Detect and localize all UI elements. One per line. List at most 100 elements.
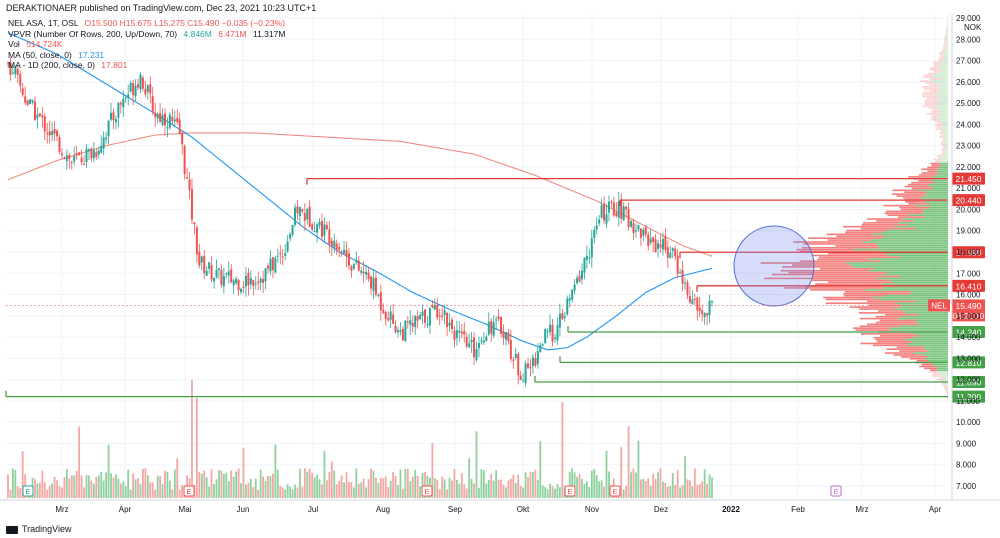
candle — [436, 297, 439, 321]
candle-body — [176, 117, 179, 123]
profile-bar-down — [873, 336, 913, 339]
candle-body — [58, 137, 61, 153]
profile-bar-up — [940, 373, 948, 375]
profile-bar-up — [941, 375, 948, 377]
profile-bar-down — [884, 212, 923, 215]
volume-bar — [43, 482, 46, 498]
profile-bar-down — [862, 222, 899, 224]
profile-bar-up — [914, 333, 948, 335]
legend-row-vpvr[interactable]: VPVR (Number Of Rows, 200, Up/Down, 70) … — [8, 29, 285, 40]
price-tick-label: 9.000 — [956, 439, 977, 448]
volume-bar — [168, 480, 171, 498]
profile-bar-down — [932, 116, 939, 119]
volume-bar — [220, 470, 223, 498]
profile-bar-down — [922, 76, 932, 79]
level-tag — [952, 172, 985, 185]
candle-body — [588, 257, 591, 259]
candle — [107, 119, 110, 145]
candle — [203, 250, 206, 279]
profile-bar-down — [835, 245, 879, 247]
volume-bar — [294, 484, 296, 498]
candle-body — [598, 219, 601, 224]
candle — [279, 245, 282, 265]
legend-row-ma50[interactable]: MA (50, close, 0) 17.231 — [8, 50, 285, 61]
candle — [492, 315, 495, 339]
candle — [254, 276, 257, 290]
profile-bar-down — [815, 283, 883, 285]
candle-body — [230, 269, 233, 283]
volume-bar — [365, 487, 368, 498]
profile-bar-up — [940, 379, 948, 381]
candle-body — [198, 251, 201, 266]
legend-row-symbol[interactable]: NEL ASA, 1T, OSL O15.500 H15.675 L15.275… — [8, 18, 285, 29]
volume-bar — [316, 474, 318, 498]
candle-body — [431, 305, 434, 308]
volume-bar — [546, 489, 549, 498]
candle — [453, 326, 456, 348]
candle — [531, 353, 534, 374]
volume-bar — [330, 461, 333, 498]
volume-bar — [129, 489, 132, 498]
volume-bar — [399, 469, 402, 498]
volume-bar — [404, 468, 407, 498]
candle — [350, 264, 353, 278]
profile-bar-up — [904, 338, 948, 341]
volume-bar — [281, 487, 284, 498]
candle-body — [509, 340, 512, 360]
profile-bar-up — [941, 128, 948, 130]
candle-body — [657, 243, 660, 249]
profile-bar-down — [943, 45, 946, 48]
profile-bar-up — [898, 222, 948, 224]
profile-bar-up — [944, 133, 948, 136]
volume-bar — [463, 484, 466, 498]
volume-bar — [581, 478, 583, 498]
price-tick-label: 27.000 — [956, 57, 981, 66]
legend-row-vol[interactable]: Vol 514.724K — [8, 39, 285, 50]
candle-body — [53, 128, 56, 134]
vpvr-up: 4.846M — [183, 28, 212, 39]
candle-body — [654, 239, 657, 253]
profile-bar-down — [924, 99, 938, 102]
profile-bar-up — [881, 273, 948, 276]
volume-bar — [436, 479, 439, 498]
candle-body — [666, 247, 669, 258]
candle — [198, 243, 201, 269]
volume-bar — [119, 483, 122, 498]
time-tick-label: Mai — [179, 505, 192, 514]
profile-bar-up — [914, 321, 948, 324]
profile-bar-down — [868, 304, 902, 306]
profile-bar-down — [942, 139, 946, 142]
candle — [29, 99, 32, 105]
profile-bar-down — [855, 329, 889, 331]
legend-row-ma200[interactable]: MA - 1D (200, close, 0) 17.801 — [8, 60, 285, 71]
candle — [617, 191, 620, 227]
volume-bar — [117, 478, 120, 498]
volume-bar — [559, 487, 561, 498]
profile-bar-down — [875, 315, 902, 318]
tradingview-brand[interactable]: TradingView — [6, 524, 72, 534]
candle — [563, 311, 566, 322]
candle — [97, 146, 100, 159]
candle — [306, 208, 309, 225]
candle — [443, 305, 446, 325]
candle-body — [107, 120, 110, 137]
candle-body — [24, 96, 27, 103]
candle-body — [19, 74, 22, 86]
event-box — [22, 485, 34, 497]
candle-body — [323, 224, 326, 236]
profile-bar-down — [919, 80, 931, 82]
candle-body — [544, 328, 547, 344]
profile-bar-up — [943, 132, 948, 134]
candle — [534, 352, 537, 368]
candle — [480, 336, 483, 345]
volume-bar — [97, 475, 100, 498]
profile-bar-up — [935, 174, 948, 176]
candle-body — [566, 298, 569, 315]
candle — [593, 226, 596, 244]
level-label: 20.440 — [956, 196, 982, 206]
candle-body — [627, 209, 630, 227]
volume-bar — [139, 484, 142, 498]
candle — [679, 268, 682, 274]
profile-bar-down — [813, 254, 889, 257]
